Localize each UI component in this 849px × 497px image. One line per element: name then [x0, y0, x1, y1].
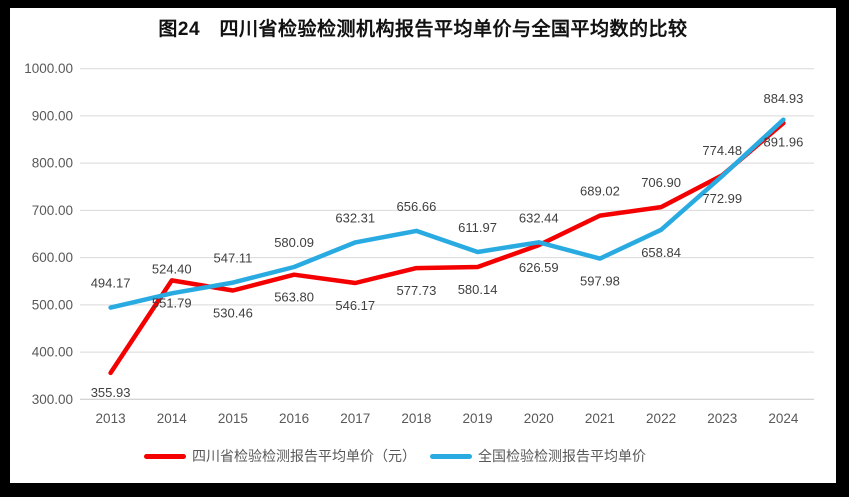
data-label-series-0: 774.48 — [702, 143, 742, 158]
data-label-series-1: 632.31 — [335, 210, 375, 225]
x-axis-tick-label: 2014 — [157, 411, 188, 426]
data-label-series-0: 530.46 — [213, 305, 253, 320]
legend-label-sichuan: 四川省检验检测报告平均单价（元） — [192, 448, 416, 464]
data-label-series-0: 706.90 — [641, 175, 681, 190]
data-label-series-0: 546.17 — [335, 298, 375, 313]
x-axis-tick-label: 2015 — [218, 411, 248, 426]
x-axis-tick-label: 2017 — [340, 411, 370, 426]
x-axis-tick-label: 2018 — [401, 411, 431, 426]
y-axis-tick-label: 300.00 — [32, 392, 73, 407]
data-label-series-1: 632.44 — [519, 210, 559, 225]
x-axis-tick-label: 2022 — [646, 411, 676, 426]
legend-item-sichuan: 四川省检验检测报告平均单价（元） — [144, 446, 416, 466]
x-axis-tick-label: 2013 — [96, 411, 126, 426]
data-label-series-0: 884.93 — [764, 91, 804, 106]
data-label-series-1: 772.99 — [702, 191, 742, 206]
data-label-series-0: 689.02 — [580, 184, 620, 199]
data-label-series-0: 355.93 — [91, 385, 131, 400]
x-axis-tick-label: 2023 — [707, 411, 737, 426]
chart-legend: 四川省检验检测报告平均单价（元） 全国检验检测报告平均单价 — [0, 446, 808, 466]
data-label-series-0: 551.79 — [152, 295, 192, 310]
data-label-series-0: 577.73 — [397, 283, 437, 298]
chart-title: 图24 四川省检验检测机构报告平均单价与全国平均数的比较 — [158, 19, 688, 40]
data-label-series-1: 580.09 — [274, 235, 314, 250]
legend-label-national: 全国检验检测报告平均单价 — [478, 448, 646, 464]
x-axis-tick-label: 2019 — [463, 411, 493, 426]
y-axis-tick-label: 500.00 — [32, 297, 73, 312]
x-axis-tick-label: 2016 — [279, 411, 309, 426]
data-label-series-1: 524.40 — [152, 261, 192, 276]
y-axis-tick-label: 700.00 — [32, 203, 73, 218]
data-label-series-1: 597.98 — [580, 274, 620, 289]
y-axis-tick-label: 900.00 — [32, 108, 73, 123]
data-label-series-1: 494.17 — [91, 276, 131, 291]
data-label-series-1: 656.66 — [397, 199, 437, 214]
y-axis-tick-label: 400.00 — [32, 345, 73, 360]
data-label-series-1: 611.97 — [458, 220, 497, 235]
chart-background — [10, 8, 836, 483]
data-label-series-0: 580.14 — [458, 282, 498, 297]
data-label-series-1: 658.84 — [641, 245, 681, 260]
x-axis-tick-label: 2020 — [524, 411, 554, 426]
series-line-0 — [108, 120, 786, 376]
x-axis-tick-label: 2024 — [768, 411, 799, 426]
data-label-series-1: 891.96 — [764, 135, 804, 150]
legend-item-national: 全国检验检测报告平均单价 — [430, 446, 646, 466]
data-label-series-0: 626.59 — [519, 260, 559, 275]
series-line-1 — [108, 117, 786, 310]
y-axis-tick-label: 1000.00 — [24, 61, 73, 76]
data-label-series-1: 547.11 — [214, 251, 253, 266]
y-axis-tick-label: 800.00 — [32, 156, 73, 171]
y-axis-tick-label: 600.00 — [32, 250, 73, 265]
national-series-swatch — [430, 453, 472, 459]
data-label-series-0: 563.80 — [274, 290, 314, 305]
x-axis-tick-label: 2021 — [585, 411, 615, 426]
sichuan-series-swatch — [144, 453, 186, 459]
